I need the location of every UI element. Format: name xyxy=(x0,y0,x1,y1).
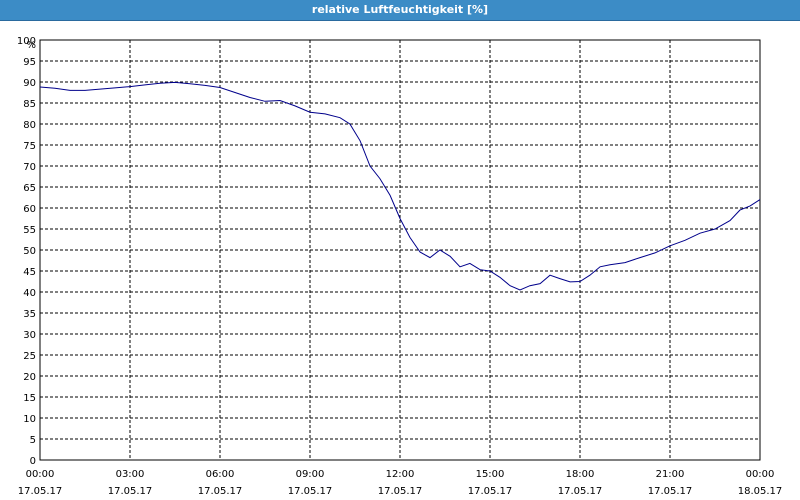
y-tick-label: 70 xyxy=(23,162,36,173)
y-tick-label: 65 xyxy=(23,183,36,194)
y-tick-label: 100 xyxy=(17,36,36,47)
x-tick-time: 03:00 xyxy=(116,469,145,480)
y-axis-label: % xyxy=(26,40,36,51)
y-tick-label: 25 xyxy=(23,351,36,362)
x-tick-date: 17.05.17 xyxy=(198,486,243,497)
y-tick-label: 45 xyxy=(23,267,36,278)
x-tick-date: 17.05.17 xyxy=(378,486,423,497)
y-tick-label: 80 xyxy=(23,120,36,131)
plot-area xyxy=(39,39,761,461)
y-tick-label: 90 xyxy=(23,78,36,89)
x-tick-date: 17.05.17 xyxy=(108,486,153,497)
y-tick-label: 35 xyxy=(23,309,36,320)
y-tick-label: 55 xyxy=(23,225,36,236)
x-tick-date: 17.05.17 xyxy=(648,486,693,497)
y-tick-label: 95 xyxy=(23,57,36,68)
grid xyxy=(40,40,760,460)
y-tick-label: 30 xyxy=(23,330,36,341)
x-tick-time: 09:00 xyxy=(296,469,325,480)
chart-title: relative Luftfeuchtigkeit [%] xyxy=(0,0,800,21)
y-tick-label: 75 xyxy=(23,141,36,152)
x-axis: 00:00 17.05.17 03:00 17.05.17 06:00 17.05.17 0… xyxy=(18,469,783,497)
x-tick-date: 18.05.17 xyxy=(738,486,783,497)
x-tick-time: 00:00 xyxy=(746,469,775,480)
y-tick-label: 5 xyxy=(30,435,36,446)
y-tick-label: 50 xyxy=(23,246,36,257)
y-tick-label: 85 xyxy=(23,99,36,110)
y-tick-label: 0 xyxy=(30,456,36,467)
x-tick-time: 06:00 xyxy=(206,469,235,480)
x-tick-time: 18:00 xyxy=(566,469,595,480)
x-tick-time: 21:00 xyxy=(656,469,685,480)
x-tick-date: 17.05.17 xyxy=(468,486,513,497)
x-tick-time: 00:00 xyxy=(26,469,55,480)
humidity-series-line xyxy=(39,81,761,291)
y-tick-label: 10 xyxy=(23,414,36,425)
y-axis: 0 5 10 15 20 25 30 35 40 45 50 55 60 65 70 75 80 85 90 95 10… xyxy=(17,36,36,467)
x-tick-time: 12:00 xyxy=(386,469,415,480)
y-tick-label: 40 xyxy=(23,288,36,299)
x-tick-date: 17.05.17 xyxy=(558,486,603,497)
y-tick-label: 60 xyxy=(23,204,36,215)
y-tick-label: 15 xyxy=(23,393,36,404)
y-tick-label: 20 xyxy=(23,372,36,383)
x-tick-date: 17.05.17 xyxy=(18,486,63,497)
x-tick-time: 15:00 xyxy=(476,469,505,480)
x-tick-date: 17.05.17 xyxy=(288,486,333,497)
